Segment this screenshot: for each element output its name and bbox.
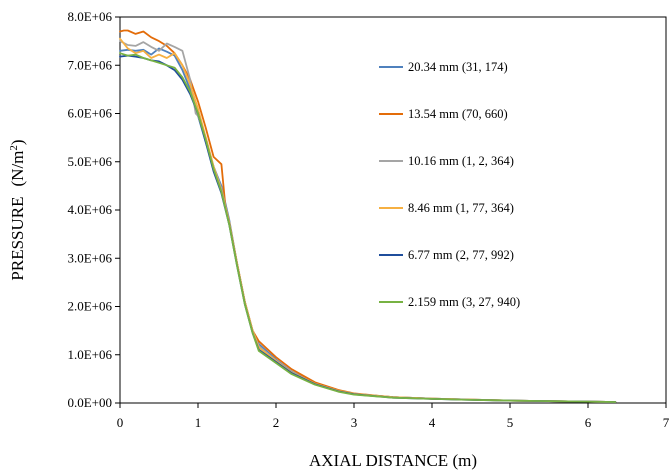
legend-label: 10.16 mm (1, 2, 364)	[408, 154, 514, 168]
legend-item-1: 20.34 mm (31, 174)	[379, 60, 508, 74]
x-tick-label: 6	[585, 415, 592, 430]
x-tick-label: 7	[663, 415, 670, 430]
legend-item-6: 2.159 mm (3, 27, 940)	[379, 295, 520, 309]
legend-label: 6.77 mm (2, 77, 992)	[408, 248, 514, 262]
y-tick-label: 8.0E+06	[67, 9, 112, 24]
y-tick-label: 0.0E+00	[67, 395, 112, 410]
legend-item-5: 6.77 mm (2, 77, 992)	[379, 248, 514, 262]
x-tick-label: 5	[507, 415, 514, 430]
x-axis-label: AXIAL DISTANCE (m)	[309, 451, 477, 470]
x-tick-label: 2	[273, 415, 280, 430]
y-axis-label: PRESSURE (N/m2)	[8, 139, 27, 280]
y-axis-label-unit-sup: 2	[8, 145, 20, 151]
series-line-6	[119, 52, 617, 403]
series-layer	[119, 29, 617, 403]
y-tick-label: 3.0E+06	[67, 250, 112, 265]
legend: 20.34 mm (31, 174) 13.54 mm (70, 660) 10.1…	[379, 60, 520, 309]
legend-item-4: 8.46 mm (1, 77, 364)	[379, 201, 514, 215]
y-tick-label: 5.0E+06	[67, 154, 112, 169]
legend-label: 2.159 mm (3, 27, 940)	[408, 295, 520, 309]
legend-item-2: 13.54 mm (70, 660)	[379, 107, 508, 121]
axes: 0.0E+00 1.0E+06 2.0E+06 3.0E+06 4.0E+06 5.0E+…	[67, 9, 669, 430]
y-axis-label-unit-close: )	[8, 139, 27, 145]
x-tick-label: 0	[117, 415, 124, 430]
x-tick-label: 4	[429, 415, 436, 430]
y-axis-label-main: PRESSURE	[8, 196, 27, 280]
y-tick-label: 2.0E+06	[67, 299, 112, 314]
y-tick-label: 6.0E+06	[67, 106, 112, 121]
y-tick-label: 1.0E+06	[67, 347, 112, 362]
legend-item-3: 10.16 mm (1, 2, 364)	[379, 154, 514, 168]
legend-label: 8.46 mm (1, 77, 364)	[408, 201, 514, 215]
y-tick-label: 7.0E+06	[67, 57, 112, 72]
y-axis-label-unit: (N/m	[8, 151, 27, 187]
legend-label: 13.54 mm (70, 660)	[408, 107, 508, 121]
y-tick-label: 4.0E+06	[67, 202, 112, 217]
x-tick-label: 3	[351, 415, 358, 430]
legend-label: 20.34 mm (31, 174)	[408, 60, 508, 74]
x-tick-label: 1	[195, 415, 202, 430]
